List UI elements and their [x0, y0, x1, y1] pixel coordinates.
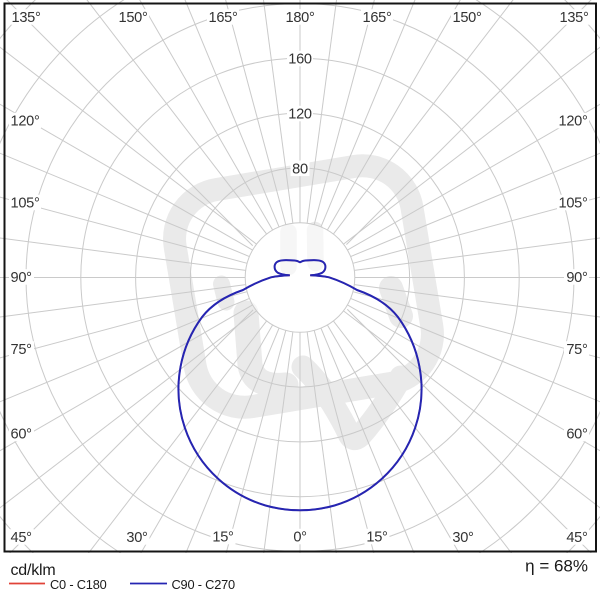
svg-text:105°: 105°: [559, 196, 588, 212]
svg-text:105°: 105°: [11, 196, 40, 212]
svg-text:C90 - C270: C90 - C270: [172, 577, 236, 592]
svg-text:0°: 0°: [293, 530, 306, 546]
svg-text:120: 120: [288, 107, 312, 123]
svg-text:135°: 135°: [12, 10, 41, 26]
svg-text:150°: 150°: [119, 10, 148, 26]
svg-text:90°: 90°: [566, 270, 587, 286]
svg-text:90°: 90°: [11, 270, 32, 286]
svg-text:60°: 60°: [11, 427, 32, 443]
svg-text:15°: 15°: [366, 530, 387, 546]
svg-text:C0 - C180: C0 - C180: [50, 577, 107, 592]
svg-text:45°: 45°: [566, 530, 587, 546]
svg-text:45°: 45°: [11, 530, 32, 546]
svg-text:cd/klm: cd/klm: [11, 562, 56, 579]
svg-text:60°: 60°: [566, 427, 587, 443]
svg-text:30°: 30°: [452, 530, 473, 546]
svg-text:165°: 165°: [363, 10, 392, 26]
svg-text:120°: 120°: [559, 114, 588, 130]
svg-text:75°: 75°: [566, 342, 587, 358]
svg-text:30°: 30°: [126, 530, 147, 546]
svg-text:165°: 165°: [209, 10, 238, 26]
svg-text:15°: 15°: [212, 530, 233, 546]
svg-text:160: 160: [288, 52, 312, 68]
svg-text:180°: 180°: [286, 10, 315, 26]
svg-text:120°: 120°: [11, 114, 40, 130]
svg-text:75°: 75°: [11, 342, 32, 358]
svg-text:135°: 135°: [560, 10, 589, 26]
svg-text:80: 80: [292, 161, 308, 177]
svg-text:η = 68%: η = 68%: [525, 557, 588, 576]
svg-text:150°: 150°: [453, 10, 482, 26]
